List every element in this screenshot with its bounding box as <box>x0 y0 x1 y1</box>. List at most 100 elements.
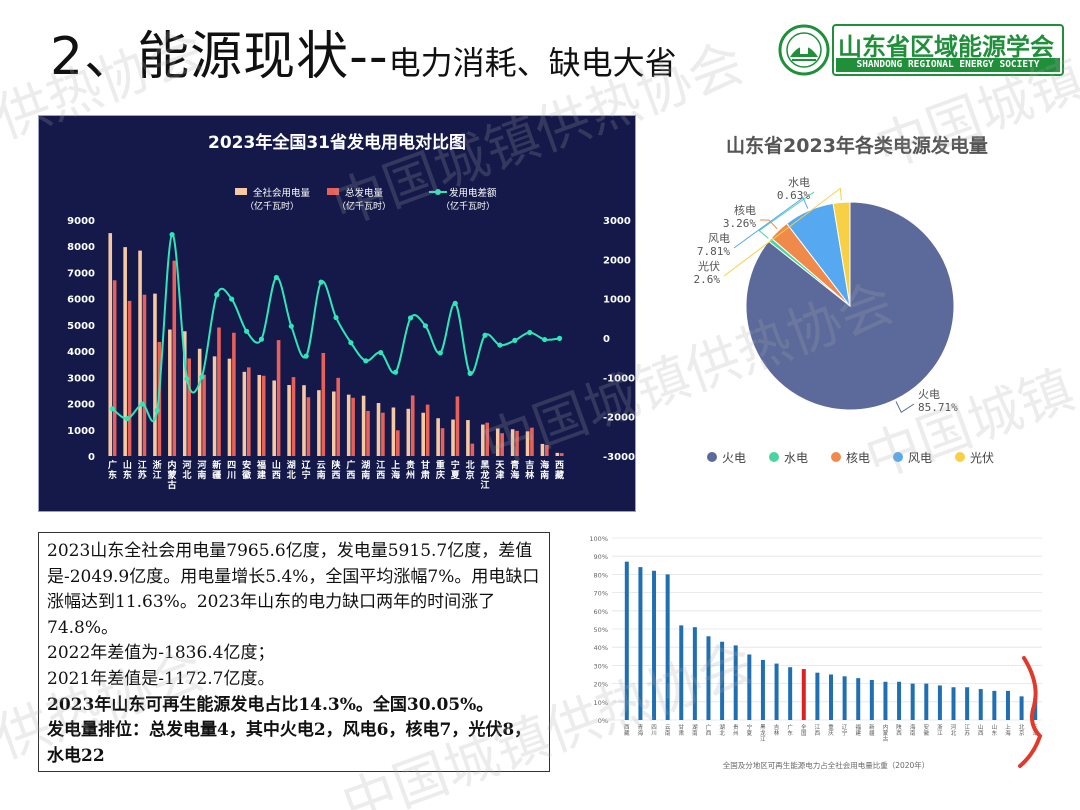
bar-generation <box>336 377 340 456</box>
bar-generation <box>261 375 266 456</box>
pie-leader-line <box>759 219 778 230</box>
x-tick-label: 广西 <box>346 459 355 481</box>
x-tick-label: 河北 <box>182 459 191 481</box>
renewable-share-chart: 0% 10% 20% 30% 40% 50% 60% 70% 80% 90% 100% 西藏青海四川云… <box>589 535 1042 770</box>
x-tick-label: 宁夏 <box>450 459 461 481</box>
x-tick-label: 四川 <box>226 460 236 481</box>
bar-consumption <box>346 394 351 456</box>
renewable-bar <box>733 645 738 720</box>
renewable-bar <box>910 683 915 720</box>
x-tick-label: 吉林 <box>774 724 780 737</box>
society-logo: 山东省区域能源学会 SHANDONG REGIONAL ENERGY SOCIE… <box>778 22 1068 82</box>
y-tick: 50% <box>594 626 608 634</box>
pie-legend-label: 核电 <box>846 451 870 465</box>
bar-consumption <box>212 356 217 456</box>
y-tick-left: 3000 <box>67 373 95 384</box>
pie-label-name: 风电 <box>708 232 730 245</box>
renewable-bar <box>788 667 793 720</box>
difference-point <box>512 337 518 343</box>
renewable-bar <box>829 674 833 720</box>
y-tick-right: 0 <box>603 334 610 345</box>
difference-point <box>243 328 250 334</box>
bar-consumption <box>182 331 187 456</box>
y-tick-right: -2000 <box>603 413 635 424</box>
x-tick-label: 新疆 <box>212 459 221 481</box>
y-tick: 90% <box>594 553 608 561</box>
pie-label-pct: 85.71% <box>918 401 958 414</box>
renewable-bar <box>924 683 929 720</box>
difference-point <box>169 231 175 238</box>
legend-unit: （亿千瓦时） <box>337 200 391 212</box>
renewable-bar <box>1033 698 1038 720</box>
summary-paragraph: 2021年差值是-1172.7亿度。 <box>47 668 275 689</box>
bar-consumption <box>108 233 113 456</box>
bar-generation <box>127 300 132 456</box>
chart-title: 2023年全国31省发电用电对比图 <box>208 132 466 153</box>
x-tick-label: 新疆 <box>869 723 875 737</box>
summary-paragraph: 2023山东全社会用电量7965.6亿度，发电量5915.7亿度，差值是-204… <box>47 541 540 638</box>
bar-generation <box>291 377 296 456</box>
x-tick-label: 浙江 <box>153 459 162 481</box>
bar-generation <box>232 332 236 456</box>
x-tick-label: 甘肃 <box>679 723 685 737</box>
pie-legend-label: 火电 <box>722 451 746 465</box>
pie-legend-swatch <box>893 452 903 462</box>
bar-generation <box>440 428 445 456</box>
renewable-bar <box>706 636 711 720</box>
x-tick-label: 云南 <box>317 460 326 481</box>
difference-point <box>407 315 414 321</box>
renewable-bar <box>815 672 820 720</box>
society-emblem-icon <box>778 24 830 76</box>
bar-consumption <box>361 395 366 456</box>
bar-generation <box>425 404 430 456</box>
y-tick: 0% <box>598 717 608 725</box>
x-tick-label: 甘肃 <box>421 459 430 481</box>
bar-consumption <box>421 412 426 456</box>
bar-consumption <box>391 407 396 456</box>
shandong-generation-pie: 山东省2023年各类电源发电量火电85.71%水电0.63%核电3.26%风电7… <box>694 134 995 465</box>
bar-generation <box>485 422 490 456</box>
bar-generation <box>351 397 355 456</box>
bar-consumption <box>376 403 381 456</box>
legend-label: 发用电差额 <box>449 187 497 199</box>
bar-consumption <box>510 429 515 456</box>
x-tick-label: 山东 <box>992 723 998 737</box>
difference-point <box>348 340 354 346</box>
x-tick-label: 山西 <box>272 459 281 481</box>
y-tick-right: -3000 <box>603 452 635 463</box>
y-tick-left: 5000 <box>67 321 95 332</box>
y-tick-left: 6000 <box>67 295 95 306</box>
x-tick-label: 西藏 <box>555 460 564 481</box>
renewable-bar <box>720 641 725 720</box>
x-tick-label: 浙江 <box>937 723 943 737</box>
x-tick-label: 北京 <box>1019 723 1025 737</box>
y-tick-right: 3000 <box>603 216 631 227</box>
bar-consumption <box>451 419 455 456</box>
renewable-bar <box>869 679 874 720</box>
difference-point <box>527 329 533 336</box>
pie-leader-line <box>723 187 842 277</box>
pie-legend-label: 水电 <box>784 451 808 465</box>
pie-title: 山东省2023年各类电源发电量 <box>726 134 988 157</box>
x-tick-label: 内蒙古 <box>168 459 177 491</box>
renewable-bar <box>897 681 902 720</box>
slide-title-sub: 电力消耗、缺电大省 <box>388 44 677 82</box>
difference-point <box>199 374 205 380</box>
renewable-bar <box>624 561 629 720</box>
bar-consumption <box>272 380 276 456</box>
x-tick-label: 全国 <box>801 723 807 737</box>
x-tick-label: 陕西 <box>896 723 902 737</box>
y-tick-left: 9000 <box>67 216 95 227</box>
pie-label-name: 火电 <box>918 388 940 401</box>
x-tick-label: 黑龙江 <box>760 724 766 743</box>
x-tick-label: 四川 <box>651 724 657 737</box>
y-tick: 30% <box>594 662 608 670</box>
renewable-bar <box>937 685 942 720</box>
bar-generation <box>559 453 564 456</box>
renewable-bar <box>801 669 806 720</box>
legend-label: 总发电量 <box>345 187 384 199</box>
pie-legend-label: 光伏 <box>970 451 994 465</box>
difference-point <box>556 335 563 341</box>
bar-generation <box>545 444 549 456</box>
x-tick-label: 重庆 <box>435 459 445 481</box>
